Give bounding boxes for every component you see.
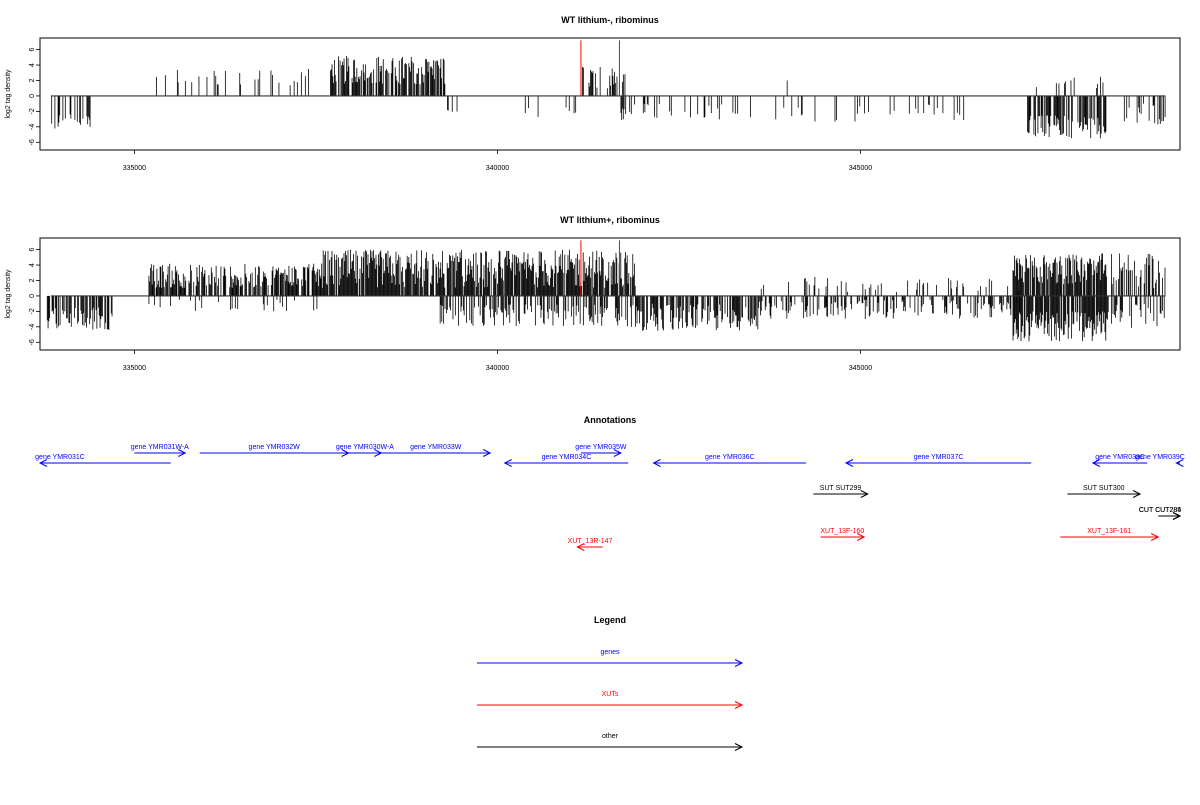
density-bars [46,249,1166,342]
y-tick-label: -6 [29,139,36,145]
y-tick-label: 0 [29,94,36,98]
annotation-feature: gene YMR035W [575,444,627,457]
plot-frame [39,237,1181,351]
legend-entry: genes [477,649,744,667]
annotation-feature: gene YMR033W [381,444,492,457]
feature-label: CUT CUT284 [1139,507,1181,514]
annotation-feature: gene YMR031C [35,454,171,467]
annotation-feature: gene YMR038C [1091,454,1148,467]
arrowhead [844,459,854,467]
feature-label: gene YMR035W [575,444,627,451]
annotation-feature: gene YMR039C [1135,454,1185,467]
feature-label: gene YMR034C [542,454,592,461]
legend-title: Legend [594,615,626,625]
legend-label: other [602,733,619,740]
annotation-feature: gene YMR032W [199,444,350,457]
y-tick-label: 6 [29,248,36,252]
feature-label: SUT SUT299 [820,485,862,492]
feature-label: gene YMR031C [35,454,85,461]
annotation-feature: gene YMR031W-A [131,444,189,457]
x-tick-label: 340000 [486,165,509,172]
feature-label: gene YMR038C [1095,454,1145,461]
panel-title: WT lithium-, ribominus [561,15,659,25]
x-tick-label: 345000 [849,165,872,172]
arrowhead [503,459,512,467]
legend-entry: other [477,733,744,751]
arrowhead [856,533,866,541]
panel-lithium-minus: WT lithium-, ribominus 6 4 2 0 -2 -4 -6 log2 tag… [5,15,1181,172]
feature-label: gene YMR031W-A [131,444,189,451]
legend-label: XUTs [602,691,619,698]
arrowhead [1172,512,1182,520]
feature-label: gene YMR030W-A [336,444,394,451]
feature-label: CUT CUT285 [1139,507,1181,514]
plot-frame [39,37,1181,151]
density-bars [51,55,1166,139]
legend-arrowhead [734,701,744,709]
legend-arrowhead [734,743,744,751]
annotation-feature: XUT_13R-147 [568,538,613,551]
feature-label: gene YMR033W [410,444,462,451]
feature-label: XUT_13F-160 [820,528,864,535]
feature-label: gene YMR032W [249,444,301,451]
feature-label: gene YMR037C [914,454,964,461]
x-tick-label: 345000 [849,365,872,372]
y-tick-label: -2 [29,108,36,114]
y-tick-label: -4 [29,124,36,130]
legend-entry: XUTs [477,691,744,709]
y-tick-label: 0 [29,294,36,298]
annotation-feature: gene YMR036C [652,454,807,467]
arrowhead [1175,459,1184,467]
arrowhead [177,449,187,457]
arrowhead [652,459,661,467]
y-tick-label: 2 [29,278,36,282]
arrowhead [38,459,48,467]
annotation-feature: gene YMR037C [844,454,1032,467]
legend-arrowhead [734,659,744,667]
x-tick-label: 335000 [123,165,146,172]
feature-label: gene YMR039C [1135,454,1185,461]
panel-title: WT lithium+, ribominus [560,215,660,225]
annotation-feature: XUT_13F-160 [820,528,866,541]
legend-panel: Legend genes XUTs other [477,615,744,751]
annotation-feature: SUT SUT300 [1067,485,1142,498]
annotation-feature: CUT CUT285 [1139,507,1181,520]
y-tick-label: 2 [29,78,36,82]
y-tick-label: 4 [29,63,36,67]
feature-label: XUT_13R-147 [568,538,613,545]
feature-label: SUT SUT300 [1083,485,1125,492]
feature-label: XUT_13F-161 [1087,528,1131,535]
legend-entries: genes XUTs other [477,649,744,751]
panel-lithium-plus: WT lithium+, ribominus 6 4 2 0 -2 -4 -6 log2 tag… [5,215,1181,372]
arrowhead [576,543,585,551]
feature-label: gene YMR036C [705,454,755,461]
arrowhead [1091,459,1101,467]
arrowhead [613,449,623,457]
y-tick-label: 4 [29,263,36,267]
y-axis-label: log2 tag density [5,269,12,319]
x-tick-label: 335000 [123,365,146,372]
x-tick-label: 340000 [486,365,509,372]
y-tick-label: -4 [29,324,36,330]
y-tick-label: 6 [29,48,36,52]
y-tick-label: -2 [29,308,36,314]
arrowhead [1150,533,1160,541]
legend-label: genes [600,649,620,656]
arrowhead [860,490,869,498]
y-tick-label: -6 [29,339,36,345]
annotation-feature: SUT SUT299 [813,485,869,498]
y-axis-label: log2 tag density [5,69,12,119]
annotations-title: Annotations [584,415,637,425]
annotation-feature: XUT_13F-161 [1060,528,1160,541]
annotation-feature: gene YMR034C [503,454,629,467]
arrowhead [1132,490,1142,498]
annotation-tracks: gene YMR031C gene YMR031W-A gene YMR032W ge… [35,444,1185,551]
arrowhead [482,449,492,457]
